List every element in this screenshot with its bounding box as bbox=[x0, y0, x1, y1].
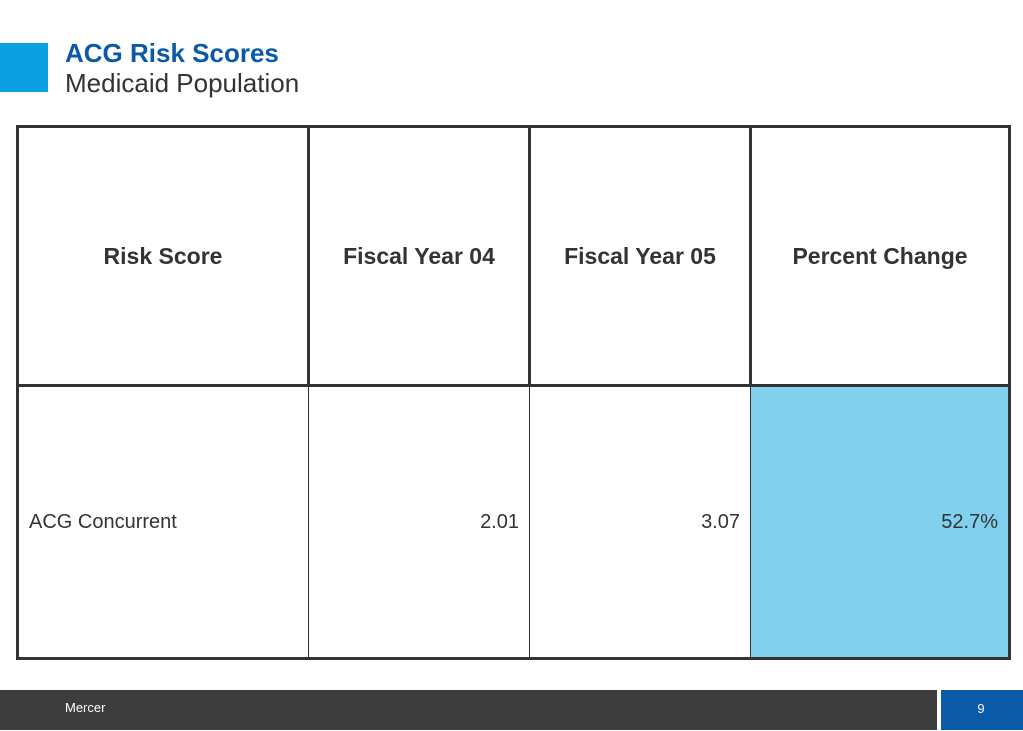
slide-title: ACG Risk Scores bbox=[65, 38, 279, 68]
table-header-row: Risk Score Fiscal Year 04 Fiscal Year 05… bbox=[16, 125, 1011, 387]
slide-subtitle: Medicaid Population bbox=[65, 68, 300, 98]
cell-fy04-value: 2.01 bbox=[308, 385, 530, 660]
header-percent-change: Percent Change bbox=[749, 125, 1011, 387]
cell-risk-score-label: ACG Concurrent bbox=[16, 385, 309, 660]
header-fiscal-year-05: Fiscal Year 05 bbox=[528, 125, 751, 387]
header-risk-score: Risk Score bbox=[16, 125, 309, 387]
page-number: 9 bbox=[977, 701, 985, 716]
footer-company: Mercer bbox=[65, 700, 106, 715]
table-row: ACG Concurrent 2.01 3.07 52.7% bbox=[16, 385, 1011, 660]
header-fiscal-year-04: Fiscal Year 04 bbox=[307, 125, 530, 387]
cell-fy05-value: 3.07 bbox=[529, 385, 751, 660]
risk-score-table: Risk Score Fiscal Year 04 Fiscal Year 05… bbox=[16, 125, 1011, 660]
accent-square bbox=[0, 43, 48, 92]
cell-percent-change-value: 52.7% bbox=[750, 385, 1011, 660]
footer-bar: Mercer bbox=[0, 690, 937, 730]
page-number-box: 9 bbox=[941, 690, 1023, 730]
